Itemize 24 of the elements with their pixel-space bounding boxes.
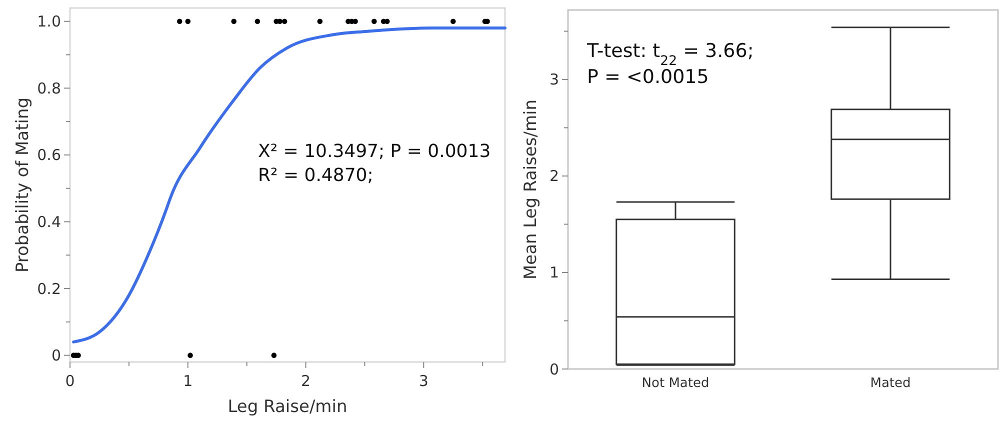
y-axis-title: Mean Leg Raises/min xyxy=(521,99,541,280)
x-tick-label: 1 xyxy=(183,372,193,390)
y-tick-label: 0.2 xyxy=(37,280,61,298)
annotation: P = <0.0015 xyxy=(587,66,709,88)
y-axis-title: Probability of Mating xyxy=(13,97,33,273)
x-tick-label: 0 xyxy=(65,372,75,390)
y-tick-label: 0.4 xyxy=(37,212,61,231)
x-tick-label: Not Mated xyxy=(642,376,710,391)
y-tick-label: 0.8 xyxy=(37,79,61,98)
x-tick-label: 2 xyxy=(301,372,311,390)
y-tick-label: 1.0 xyxy=(37,12,61,31)
y-tick-label: 1 xyxy=(549,264,559,282)
x-axis-title: Leg Raise/min xyxy=(228,397,348,417)
y-tick-label: 0 xyxy=(51,346,61,365)
y-tick-label: 0 xyxy=(549,360,559,378)
annotation: R² = 0.4870; xyxy=(258,165,374,186)
y-tick-label: 0.6 xyxy=(37,146,61,164)
x-tick-label: Mated xyxy=(870,376,911,391)
y-tick-label: 3 xyxy=(549,70,559,89)
line-series xyxy=(72,26,506,344)
annotation: X² = 10.3497; P = 0.0013 xyxy=(258,141,491,162)
x-tick-label: 3 xyxy=(418,372,428,390)
y-tick-label: 2 xyxy=(549,167,559,186)
annotation: T-test: t$_{22}$ = 3.66; xyxy=(586,40,754,68)
